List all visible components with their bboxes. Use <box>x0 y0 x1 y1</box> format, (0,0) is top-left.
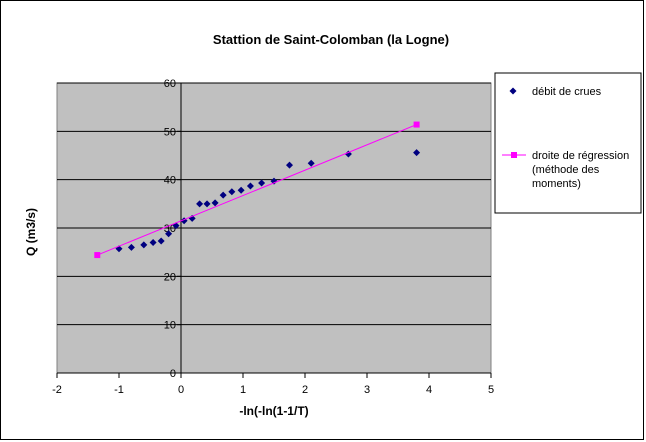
data-point <box>246 182 254 190</box>
data-point <box>344 150 352 158</box>
data-point <box>228 188 236 196</box>
y-tick-label: 20 <box>164 271 176 283</box>
y-tick-label: 30 <box>164 223 176 235</box>
x-tick-label: 2 <box>302 384 308 396</box>
axes: 0 10 20 30 40 50 60 -2 -1 0 1 2 3 4 5 <box>52 78 494 396</box>
x-tick-label: 5 <box>488 384 494 396</box>
chart-title: Stattion de Saint-Colomban (la Logne) <box>213 32 449 47</box>
x-tick-label: -1 <box>114 384 124 396</box>
y-tick-label: 60 <box>164 78 176 90</box>
data-point <box>219 191 227 199</box>
regression-point <box>413 121 420 128</box>
legend-label-regression-line: droite de régression <box>532 150 629 162</box>
data-point <box>307 159 315 167</box>
gridlines <box>57 82 491 326</box>
data-point <box>237 186 245 194</box>
data-point <box>165 230 173 238</box>
y-tick-label: 10 <box>164 320 176 332</box>
series-layer <box>94 121 421 259</box>
x-axis-title: -ln(-ln(1-1/T) <box>239 404 308 418</box>
data-point <box>127 243 135 251</box>
data-point <box>286 161 293 169</box>
regression-line <box>97 124 417 256</box>
legend-label-regression-line: moments) <box>532 178 581 190</box>
series-1 <box>94 121 420 259</box>
x-tick-label: -2 <box>52 384 62 396</box>
legend-box <box>494 72 642 214</box>
y-tick-label: 50 <box>164 126 176 138</box>
legend: débit de crues droite de régression (métho… <box>494 72 642 214</box>
data-point <box>149 239 157 246</box>
data-point <box>203 200 211 208</box>
y-axis-title: Q (m3/s) <box>24 208 38 256</box>
regression-point <box>94 252 101 259</box>
data-point <box>196 200 204 208</box>
data-point <box>413 149 421 157</box>
legend-marker-regression <box>511 152 517 158</box>
legend-label-debit: débit de crues <box>532 86 602 98</box>
y-tick-label: 40 <box>164 175 176 187</box>
x-tick-label: 4 <box>426 384 432 396</box>
legend-label-regression-line: (méthode des <box>532 164 600 176</box>
data-point <box>258 179 266 187</box>
y-tick-label: 0 <box>170 368 176 380</box>
x-tick-label: 1 <box>240 384 246 396</box>
data-point <box>140 241 148 249</box>
x-tick-label: 3 <box>364 384 370 396</box>
data-point <box>211 199 219 207</box>
data-point <box>270 177 278 185</box>
data-point <box>157 237 165 245</box>
legend-marker-debit <box>509 87 517 95</box>
x-tick-label: 0 <box>178 384 184 396</box>
